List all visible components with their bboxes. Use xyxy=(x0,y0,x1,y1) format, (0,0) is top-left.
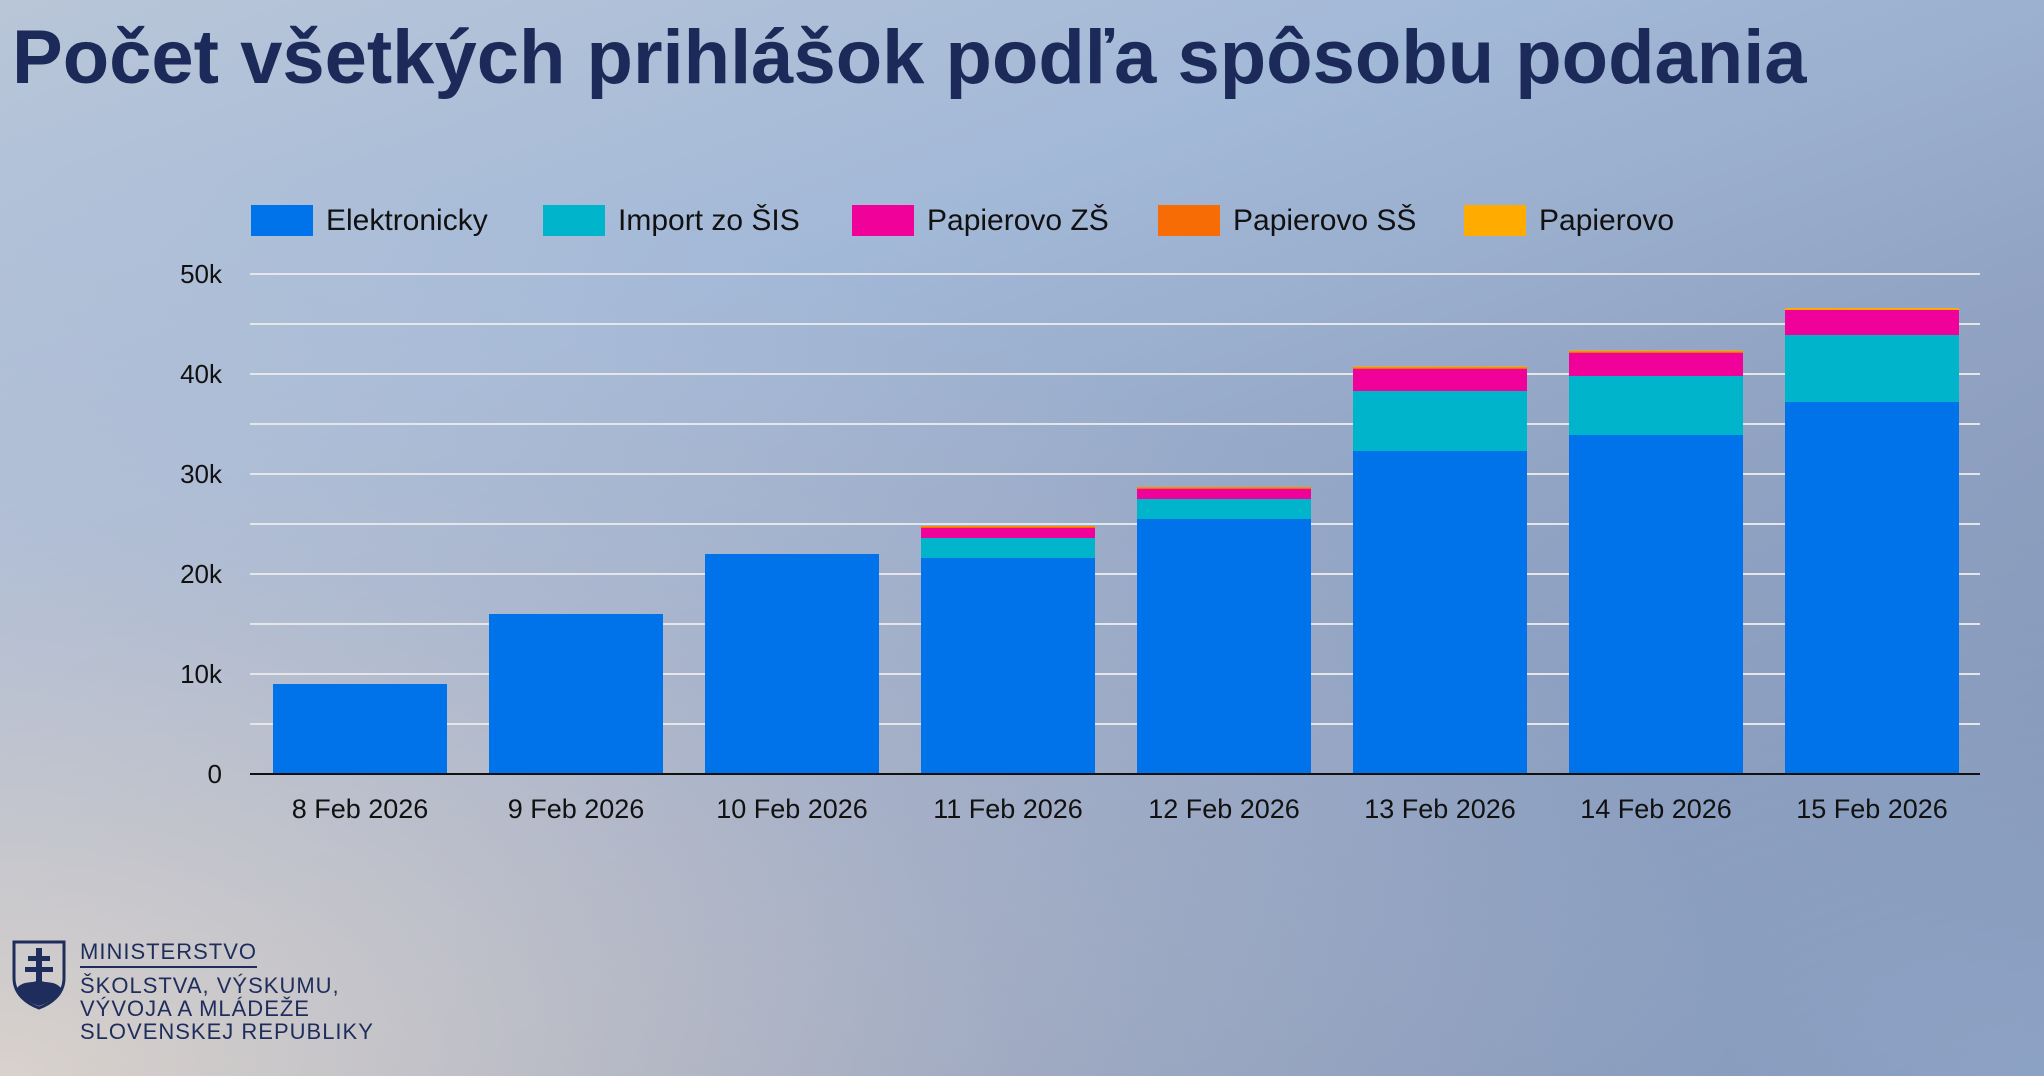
bar-segment-papierovo-z- xyxy=(1137,489,1311,499)
bar-segment-import-zo-is xyxy=(1785,335,1959,402)
x-tick-label: 8 Feb 2026 xyxy=(292,794,429,824)
legend-label: Import zo ŠIS xyxy=(618,203,800,237)
ministry-logo: MINISTERSTVO ŠKOLSTVA, VÝSKUMU, VÝVOJA A… xyxy=(12,940,374,1043)
bar-segment-elektronicky xyxy=(705,554,879,774)
legend-swatch xyxy=(852,205,914,236)
logo-line-4: SLOVENSKEJ REPUBLIKY xyxy=(80,1019,374,1044)
bar-segment-import-zo-is xyxy=(1137,499,1311,519)
legend-swatch xyxy=(251,205,313,236)
chart-title: Počet všetkých prihlášok podľa spôsobu p… xyxy=(12,15,1807,100)
bar-segment-papierovo xyxy=(1569,350,1743,352)
bar-segment-papierovo xyxy=(1137,487,1311,488)
bar-segment-papierovo-z- xyxy=(1785,310,1959,335)
x-tick-label: 14 Feb 2026 xyxy=(1580,794,1732,824)
legend-swatch xyxy=(1464,205,1526,236)
legend-swatch xyxy=(1158,205,1220,236)
legend-swatch xyxy=(543,205,605,236)
x-tick-label: 12 Feb 2026 xyxy=(1148,794,1300,824)
x-tick-label: 13 Feb 2026 xyxy=(1364,794,1516,824)
logo-line-1: MINISTERSTVO xyxy=(80,940,258,968)
bar-segment-elektronicky xyxy=(921,558,1095,774)
bar-segment-papierovo-s- xyxy=(1137,487,1311,489)
bar-segment-elektronicky xyxy=(1785,402,1959,774)
x-tick-label: 9 Feb 2026 xyxy=(508,794,645,824)
legend-label: Papierovo SŠ xyxy=(1233,203,1416,237)
y-tick-label: 50k xyxy=(180,259,223,289)
y-tick-label: 0 xyxy=(208,759,222,789)
bar-segment-papierovo-s- xyxy=(1353,367,1527,369)
coat-of-arms-icon xyxy=(12,940,66,1010)
y-tick-label: 20k xyxy=(180,559,223,589)
bar-segment-import-zo-is xyxy=(1353,391,1527,451)
legend-label: Elektronicky xyxy=(326,204,488,237)
bar-segment-elektronicky xyxy=(1353,451,1527,774)
bar-segment-papierovo-z- xyxy=(1353,369,1527,391)
bar-segment-papierovo xyxy=(1785,308,1959,310)
bar-segment-elektronicky xyxy=(273,684,447,774)
x-tick-label: 10 Feb 2026 xyxy=(716,794,868,824)
bar-segment-elektronicky xyxy=(1137,519,1311,774)
bar-segment-papierovo-z- xyxy=(921,528,1095,538)
y-tick-label: 30k xyxy=(180,459,223,489)
x-tick-label: 11 Feb 2026 xyxy=(933,794,1083,824)
logo-line-3: VÝVOJA A MLÁDEŽE xyxy=(80,996,310,1021)
bar-segment-elektronicky xyxy=(1569,435,1743,774)
bar-segment-papierovo xyxy=(1353,366,1527,368)
y-tick-label: 40k xyxy=(180,359,223,389)
bar-segment-import-zo-is xyxy=(921,538,1095,558)
logo-line-2: ŠKOLSTVA, VÝSKUMU, xyxy=(80,973,340,998)
y-tick-label: 10k xyxy=(180,659,223,689)
bar-segment-papierovo-z- xyxy=(1569,353,1743,376)
bar-segment-papierovo-s- xyxy=(1569,351,1743,353)
bar-segment-import-zo-is xyxy=(1569,376,1743,435)
legend-label: Papierovo xyxy=(1539,204,1674,237)
bar-segment-papierovo-s- xyxy=(921,526,1095,528)
bar-segment-papierovo xyxy=(921,526,1095,527)
bar-segment-elektronicky xyxy=(489,614,663,774)
legend-label: Papierovo ZŠ xyxy=(927,203,1109,237)
x-tick-label: 15 Feb 2026 xyxy=(1796,794,1948,824)
